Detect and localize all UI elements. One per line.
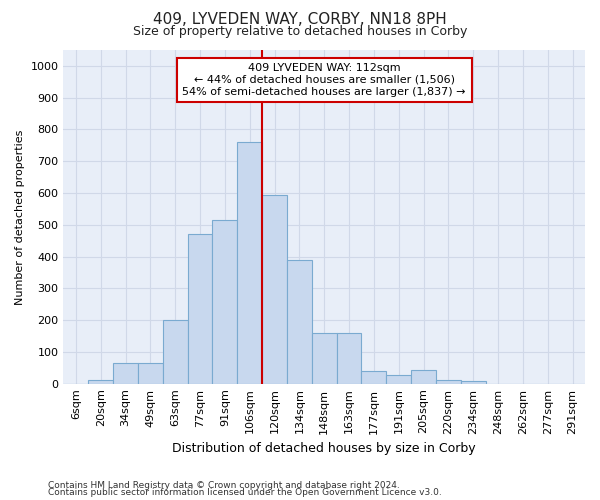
Bar (113, 363, 138, 384)
Y-axis label: Number of detached properties: Number of detached properties (15, 129, 25, 304)
Bar (312, 333, 337, 384)
Bar (212, 220, 237, 384)
Bar (163, 320, 188, 384)
Bar (262, 194, 287, 384)
Text: Contains public sector information licensed under the Open Government Licence v3: Contains public sector information licen… (48, 488, 442, 497)
Text: 409 LYVEDEN WAY: 112sqm
← 44% of detached houses are smaller (1,506)
54% of semi: 409 LYVEDEN WAY: 112sqm ← 44% of detache… (182, 64, 466, 96)
Bar (237, 142, 262, 384)
Bar (287, 260, 312, 384)
Bar (386, 375, 411, 384)
Bar (88, 380, 113, 384)
Bar (138, 363, 163, 384)
Bar (188, 234, 212, 384)
Text: Contains HM Land Registry data © Crown copyright and database right 2024.: Contains HM Land Registry data © Crown c… (48, 480, 400, 490)
X-axis label: Distribution of detached houses by size in Corby: Distribution of detached houses by size … (172, 442, 476, 455)
Bar (337, 333, 361, 384)
Bar (361, 371, 386, 384)
Bar (436, 380, 461, 384)
Bar (411, 370, 436, 384)
Text: Size of property relative to detached houses in Corby: Size of property relative to detached ho… (133, 25, 467, 38)
Bar (461, 382, 485, 384)
Text: 409, LYVEDEN WAY, CORBY, NN18 8PH: 409, LYVEDEN WAY, CORBY, NN18 8PH (153, 12, 447, 28)
